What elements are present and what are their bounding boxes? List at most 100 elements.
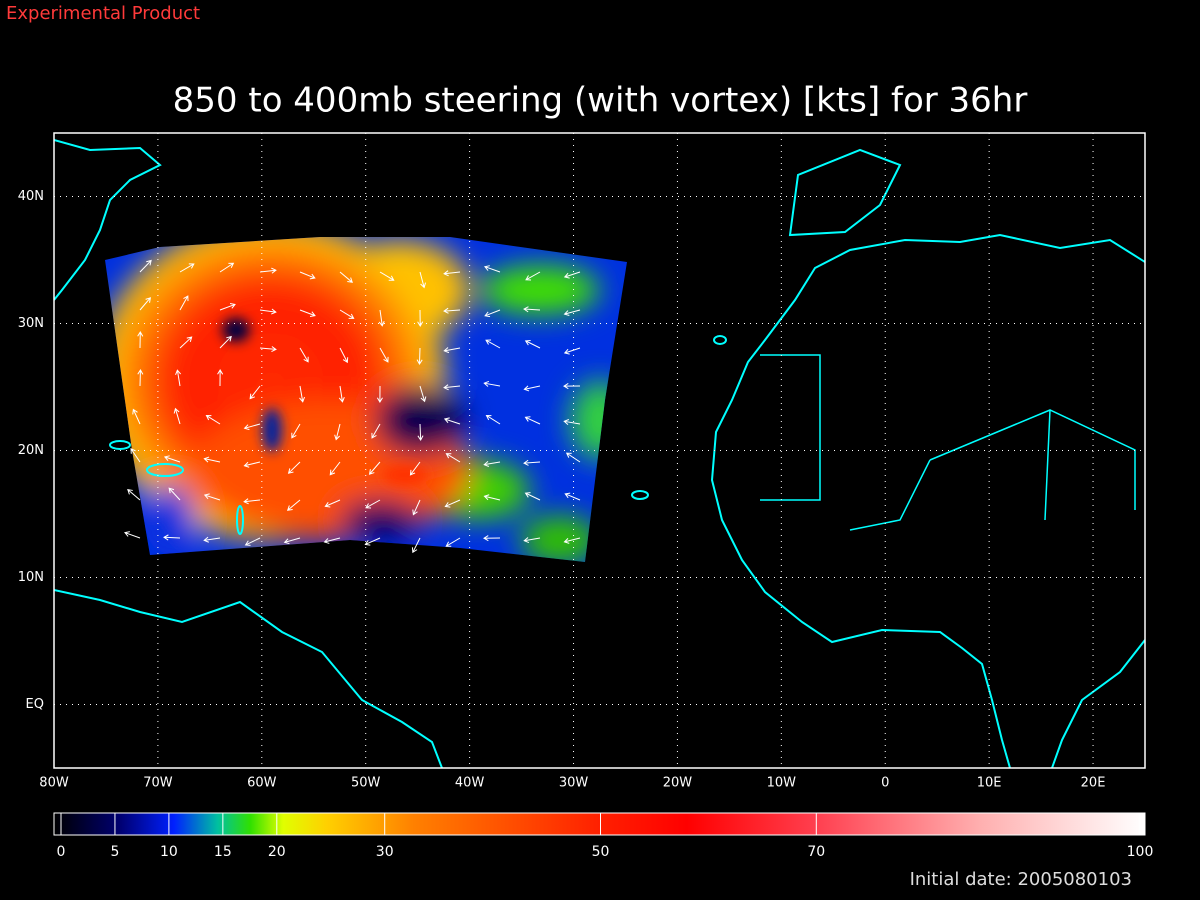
experimental-label: Experimental Product [6,3,200,24]
colorbar-label: 70 [807,844,825,860]
wind-arrow [137,369,144,387]
wind-arrow [249,385,261,400]
wind-arrow [338,385,345,403]
wind-arrow [217,369,224,387]
wind-arrow [379,347,389,363]
wind-arrow [443,347,461,354]
wind-arrow [523,306,541,313]
wind-arrow [339,347,349,364]
wind-arrow [299,271,316,280]
wind-arrow [485,414,501,425]
wind-arrow [524,416,541,425]
wind-arrow [525,271,541,281]
wind-arrow [291,423,301,439]
wind-arrow [323,537,341,544]
wind-arrow [483,494,501,501]
x-tick-label: 30W [559,776,589,791]
wind-arrow [137,331,144,349]
wind-arrow [564,492,581,501]
wind-arrow [127,488,141,501]
europe-africa [710,233,1145,768]
wind-arrow [412,499,421,516]
wind-arrow [179,295,189,311]
wind-arrow [139,297,151,311]
wind-arrow [259,308,277,315]
wind-arrow [443,384,461,391]
wind-arrow [484,309,501,318]
colorbar-label: 50 [592,844,610,860]
wind-arrow [163,455,181,463]
wind-arrow [163,534,181,541]
wind-arrow [329,461,341,476]
wind-arrow [419,385,427,403]
wind-arrow [299,309,316,318]
wind-arrow [445,537,461,547]
wind-arrow [563,347,581,355]
wind-arrow [283,537,301,545]
wind-arrow [419,271,427,289]
wind-field [105,237,627,562]
wind-arrow [203,493,221,501]
colorbar-label: 5 [110,844,119,860]
wind-arrow [286,499,301,511]
east-africa [1051,639,1145,768]
x-tick-label: 40W [455,776,485,791]
x-tick-label: 50W [351,776,381,791]
wind-arrow [243,423,261,431]
south-america [54,589,443,768]
wind-arrow [563,537,581,544]
colorbar-label: 0 [57,844,66,860]
wind-arrow [409,461,421,476]
y-tick-label: 40N [18,189,44,204]
wind-arrow [485,339,501,349]
wind-arrow [417,423,424,441]
wind-arrow [523,459,541,466]
wind-arrow [339,271,353,283]
wind-arrow [563,309,581,317]
wind-arrow [563,383,581,390]
wind-arrow [563,419,581,425]
wind-arrow [205,415,221,425]
wind-arrow [416,347,423,365]
x-tick-label: 0 [881,776,889,791]
wind-arrow [132,408,141,425]
wind-arrow [299,347,309,363]
wind-arrow [259,346,277,353]
wind-arrow [368,461,381,475]
wind-arrow [444,499,461,508]
colorbar-label: 30 [376,844,394,860]
x-tick-label: 70W [143,776,173,791]
x-tick-label: 60W [247,776,277,791]
wind-arrow [523,537,541,544]
wind-arrow [378,309,385,327]
wind-arrow [443,417,461,425]
wind-arrow [483,380,501,387]
north-america [54,139,162,301]
wind-arrow [299,385,306,403]
x-tick-label: 80W [39,776,69,791]
colorbar-label: 15 [214,844,232,860]
wind-arrow [179,336,193,349]
map-frame [53,132,1146,769]
wind-arrow [365,499,381,509]
wind-arrow [483,461,501,467]
y-tick-label: 30N [18,316,44,331]
wind-arrow [219,303,236,311]
wind-arrow [324,499,341,508]
x-tick-label: 10W [767,776,797,791]
y-tick-label: EQ [26,697,44,712]
wind-arrow [483,265,501,273]
wind-arrow [445,453,461,463]
borders [760,354,1136,531]
wind-arrow [219,335,232,349]
wind-arrow [563,271,581,279]
wind-arrow [524,492,541,501]
wind-arrow [175,369,182,387]
x-tick-label: 20W [663,776,693,791]
wind-arrow [203,456,221,463]
wind-arrow [364,537,381,546]
wind-arrow [371,423,381,439]
x-tick-label: 10E [977,776,1002,791]
